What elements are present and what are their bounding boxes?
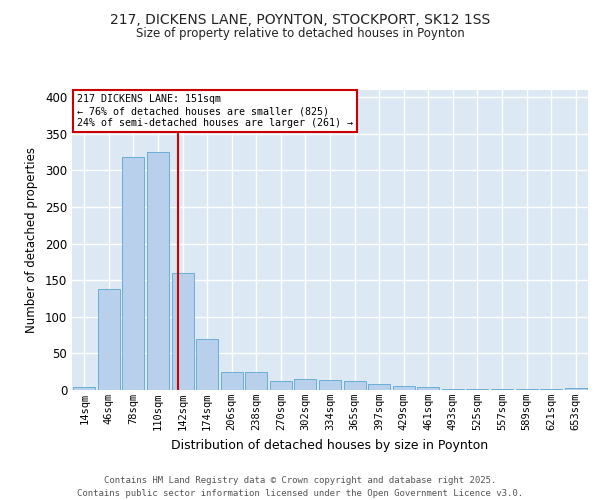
- Text: Size of property relative to detached houses in Poynton: Size of property relative to detached ho…: [136, 28, 464, 40]
- Y-axis label: Number of detached properties: Number of detached properties: [25, 147, 38, 333]
- Bar: [98, 289, 120, 390]
- Bar: [245, 372, 268, 390]
- Bar: [565, 388, 587, 390]
- Bar: [442, 388, 464, 390]
- Bar: [221, 372, 243, 390]
- Bar: [295, 379, 316, 390]
- Bar: [344, 381, 365, 390]
- Bar: [196, 339, 218, 390]
- Bar: [417, 387, 439, 390]
- Bar: [270, 381, 292, 390]
- Text: 217 DICKENS LANE: 151sqm
← 76% of detached houses are smaller (825)
24% of semi-: 217 DICKENS LANE: 151sqm ← 76% of detach…: [77, 94, 353, 128]
- Bar: [319, 380, 341, 390]
- Bar: [172, 273, 194, 390]
- Bar: [368, 384, 390, 390]
- Bar: [147, 152, 169, 390]
- Text: 217, DICKENS LANE, POYNTON, STOCKPORT, SK12 1SS: 217, DICKENS LANE, POYNTON, STOCKPORT, S…: [110, 12, 490, 26]
- Bar: [392, 386, 415, 390]
- Bar: [73, 387, 95, 390]
- X-axis label: Distribution of detached houses by size in Poynton: Distribution of detached houses by size …: [172, 438, 488, 452]
- Bar: [122, 158, 145, 390]
- Text: Contains HM Land Registry data © Crown copyright and database right 2025.
Contai: Contains HM Land Registry data © Crown c…: [77, 476, 523, 498]
